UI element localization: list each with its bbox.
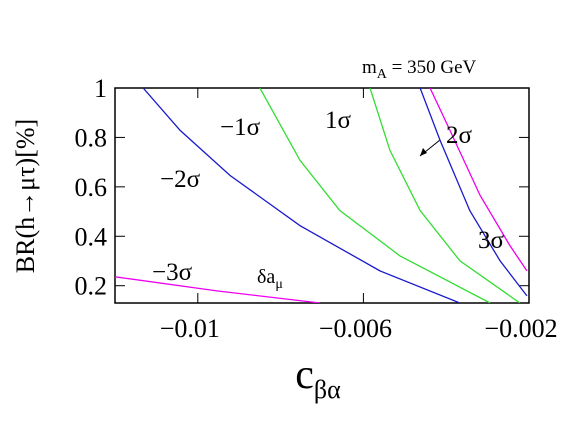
plot-frame xyxy=(114,87,530,304)
curve xyxy=(259,88,491,303)
x-axis-label-sub: βα xyxy=(314,375,341,404)
y-tick-label: 1 xyxy=(94,74,107,103)
arrow-head xyxy=(420,148,427,156)
annotation-sub: μ xyxy=(275,277,283,292)
curve xyxy=(369,88,521,303)
x-tick-label: −0.01 xyxy=(160,314,220,343)
x-axis-label-main: c xyxy=(295,352,314,398)
curve xyxy=(419,88,528,297)
annotation: 2σ xyxy=(446,122,473,149)
annotation: 3σ xyxy=(478,227,505,254)
x-tick-label: −0.006 xyxy=(319,314,392,343)
annotation: −1σ xyxy=(220,114,261,141)
annotation-text: −2σ xyxy=(160,166,201,193)
annotation-text: 3σ xyxy=(478,227,505,254)
y-tick-label: 0.8 xyxy=(75,123,108,152)
x-tick-label: −0.002 xyxy=(484,314,557,343)
annotation: δaμ xyxy=(257,266,283,292)
annotation-text: −1σ xyxy=(220,114,261,141)
annotation: mA = 350 GeV xyxy=(362,57,477,82)
y-tick-label: 0.4 xyxy=(75,222,108,251)
annotation-sub: A xyxy=(377,67,388,82)
annotation: −3σ xyxy=(152,259,193,286)
curve xyxy=(142,88,461,303)
annotation-rest: = 350 GeV xyxy=(387,57,477,78)
annotation-text: 2σ xyxy=(446,122,473,149)
curve xyxy=(429,88,528,272)
annotation: −2σ xyxy=(160,166,201,193)
annotation-text: −3σ xyxy=(152,259,193,286)
annotation-text: δa xyxy=(257,266,275,288)
y-tick-label: 0.2 xyxy=(75,272,108,301)
annotation-text: 1σ xyxy=(325,107,352,134)
curve xyxy=(115,276,321,303)
annotation: 1σ xyxy=(325,107,352,134)
annotation-text: m xyxy=(362,57,377,78)
curves xyxy=(115,88,528,303)
y-axis-label: BR(h→μτ)[%] xyxy=(11,119,40,273)
x-axis-label: cβα xyxy=(295,352,341,404)
y-tick-label: 0.6 xyxy=(75,173,108,202)
